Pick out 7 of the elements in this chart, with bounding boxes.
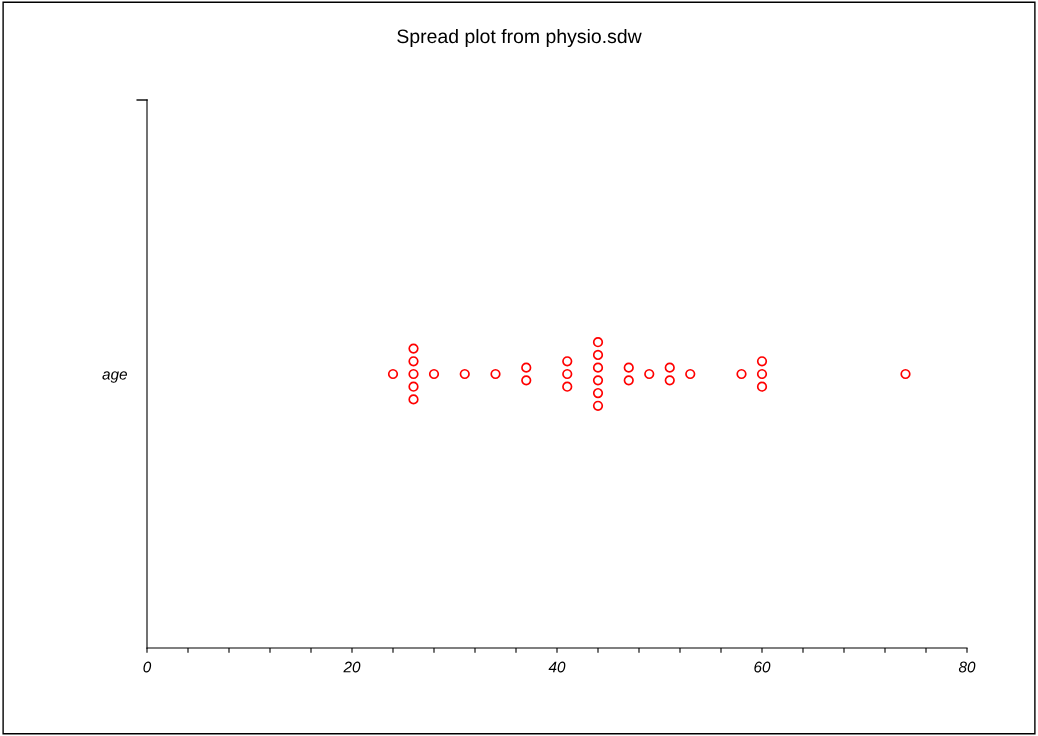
x-tick-label: 80 [958,661,976,673]
x-tick-label: 40 [548,661,566,673]
x-tick-label: 60 [754,661,771,673]
y-tick-label: age [102,371,127,383]
x-tick-label: 20 [343,661,361,673]
x-tick-label: 0 [143,661,152,673]
chart-title: Spread plot from physio.sdw [397,28,642,48]
